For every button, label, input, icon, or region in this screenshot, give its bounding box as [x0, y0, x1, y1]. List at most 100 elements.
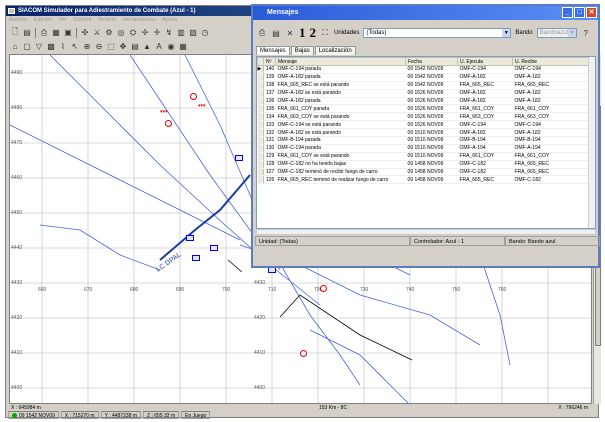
table-row[interactable]: 137 OMF-A-182 se está parando 09 1526 NOV0… [257, 89, 595, 98]
zoom-out-icon[interactable]: ⊖ [95, 42, 103, 51]
red-unit-symbol[interactable] [300, 350, 307, 357]
menu-terreno[interactable]: Terreno [97, 17, 117, 23]
maximize-button[interactable]: □ [574, 7, 585, 18]
side-select[interactable]: Bandoazul ▼ [536, 28, 577, 38]
help-icon[interactable]: ? [583, 28, 588, 38]
print-icon[interactable]: ⎙ [258, 28, 266, 37]
filter-icon[interactable]: ▽ [35, 42, 43, 51]
running-indicator-icon [12, 413, 17, 419]
menu-ayuda[interactable]: Ayuda [161, 17, 178, 23]
status-state: En Juego [181, 411, 211, 419]
messages-table[interactable]: Nº Mensaje Fecha U. Ejecuta U. Recibe ▶ 1… [256, 56, 596, 229]
ruler-icon[interactable]: ⌇ [61, 42, 65, 51]
row-indicator [257, 168, 264, 177]
blue-unit-symbol[interactable] [235, 155, 243, 161]
attack-icon[interactable]: ⚔ [93, 28, 101, 37]
pan-icon[interactable]: ✥ [119, 42, 127, 51]
layers-icon[interactable]: ▣ [64, 28, 72, 37]
table-row[interactable]: 132 OMF-A-182 se está parando 09 1510 NOV0… [257, 128, 595, 138]
menu-edicion[interactable]: Edición [33, 17, 52, 23]
grid-icon[interactable]: ▩ [47, 42, 55, 51]
text-icon[interactable]: A [156, 42, 162, 51]
artillery-icon[interactable]: ✢ [141, 28, 149, 37]
engineer-icon[interactable]: ⛭ [129, 27, 137, 37]
menu-herramientas[interactable]: Herramientas [122, 17, 156, 23]
messages-status-bar: Unidad: (Todas) Controlador: Azul - 1 Ba… [255, 236, 600, 246]
cell-num: 137 [263, 89, 276, 98]
table-row[interactable]: ▶ 140 OMF-C-194 parada 09 1542 NOV09 OMF-C-1… [257, 65, 595, 74]
zoom-in-icon[interactable]: ⊕ [83, 42, 91, 51]
clipboard-icon[interactable]: ▦ [52, 28, 60, 37]
menu-archivo[interactable]: Archivo [9, 17, 28, 23]
image-icon[interactable]: ▧ [189, 28, 197, 37]
blue-unit-symbol[interactable] [192, 255, 200, 261]
cell-receives: FRA_665_REC [512, 168, 595, 177]
table-row[interactable]: 133 OMF-C-194 se está parando 09 1526 NOV0… [257, 120, 595, 130]
column-header-num[interactable]: Nº [263, 57, 276, 66]
cross-icon[interactable]: ✛ [153, 28, 161, 37]
messages-title-bar[interactable]: Mensajes _ □ ✕ [253, 6, 598, 20]
table-icon[interactable]: ▤ [272, 28, 280, 38]
home-icon[interactable]: ⌂ [12, 42, 18, 51]
table-row[interactable]: 135 FRA_661_COY parada 09 1526 NOV09 FRA_66… [257, 104, 595, 114]
front-line [159, 174, 251, 261]
red-unit-symbol[interactable] [190, 93, 197, 100]
table-row[interactable]: 138 FRA_665_REC se está parando 09 1542 NO… [257, 81, 595, 90]
close-button[interactable]: ✕ [586, 7, 597, 18]
cell-receives: OMF-C-194 [512, 65, 595, 74]
blue-unit-symbol[interactable] [186, 235, 194, 241]
table-row[interactable]: 129 FRA_661_COY se está parando 09 1510 NO… [257, 152, 595, 161]
unit-filter-icon[interactable]: ⛶ [322, 28, 328, 37]
copy-icon[interactable]: ▢ [23, 42, 31, 51]
chart-icon[interactable]: ▥ [177, 28, 185, 37]
table-row[interactable]: 130 OMF-C-194 parada 09 1510 NOV09 OMF-A-19… [257, 144, 595, 153]
tab-mensajes[interactable]: Mensajes [256, 46, 290, 55]
page-2-button[interactable]: 2 [309, 25, 317, 40]
delete-icon[interactable]: ✕ [286, 28, 294, 38]
tab-bajas[interactable]: Bajas [290, 46, 314, 55]
table-row[interactable]: 128 OMF-C-182 no ha tenido bajas 09 1458 N… [257, 160, 595, 169]
logistics-icon[interactable]: ⚙ [105, 28, 113, 37]
messages-title: Mensajes [267, 9, 299, 16]
print-icon[interactable]: ⎙ [40, 27, 48, 37]
red-unit-symbol[interactable] [165, 120, 172, 127]
column-header-date[interactable]: Fecha [405, 57, 458, 66]
red-unit-symbol[interactable] [320, 285, 327, 292]
cell-message: OMF-C-194 parada [275, 144, 406, 153]
open-icon[interactable]: ▤ [23, 28, 31, 37]
blue-unit-symbol[interactable] [210, 245, 218, 251]
layers-list-icon[interactable]: ▤ [131, 42, 139, 51]
unit-tool-icon[interactable]: ✣ [81, 28, 89, 37]
table-scrollbar[interactable] [588, 57, 595, 228]
map-feature-label: LC DPAL [155, 251, 183, 273]
tab-localizacion[interactable]: Localización [314, 46, 356, 55]
units-select[interactable]: (Todas) ▼ [363, 28, 512, 38]
zoom-region-icon[interactable]: ⬚ [107, 42, 115, 51]
cell-date: 09 1526 NOV09 [405, 97, 458, 106]
table-row[interactable]: 139 OMF-A-182 parada 09 1542 NOV09 OMF-A-18… [257, 73, 595, 82]
cell-receives: OMF-B-194 [512, 136, 595, 145]
pointer-icon[interactable]: ↖ [71, 42, 79, 51]
page-1-button[interactable]: 1 [299, 25, 306, 40]
timer-icon[interactable]: ◷ [201, 28, 209, 37]
terrain-icon[interactable]: ▲ [143, 42, 151, 51]
menu-control[interactable]: Control [73, 17, 91, 23]
route-icon[interactable]: ↯ [165, 28, 173, 37]
table-row[interactable]: 126 FRA_665_REC terminó de realizar fuego… [257, 175, 595, 185]
table-row[interactable]: 127 OMF-C-182 terminó de recibir fuego de… [257, 168, 595, 177]
cell-executes: OMF-C-194 [457, 65, 513, 74]
table-row[interactable]: 136 OMF-A-182 parada 09 1526 NOV09 OMF-A-18… [257, 97, 595, 106]
target-icon[interactable]: ◉ [167, 42, 175, 51]
table-horizontal-scrollbar[interactable] [256, 229, 596, 235]
menu-ver[interactable]: Ver [58, 17, 67, 23]
table-row[interactable]: 134 FRA_663_COY se está parando 09 1526 NO… [257, 112, 595, 122]
table-row[interactable]: 131 OMF-B-194 parada 09 1510 NOV09 OMF-B-19… [257, 136, 595, 145]
row-indicator [257, 97, 264, 106]
column-header-executes[interactable]: U. Ejecuta [457, 57, 513, 66]
sensor-icon[interactable]: ◎ [117, 28, 125, 37]
grid-toggle-icon[interactable]: ▦ [179, 42, 187, 51]
minimize-button[interactable]: _ [562, 7, 573, 18]
column-header-message[interactable]: Mensaje [275, 57, 406, 66]
column-header-receives[interactable]: U. Recibe [512, 57, 595, 66]
new-icon[interactable]: 🗋 [11, 26, 19, 36]
